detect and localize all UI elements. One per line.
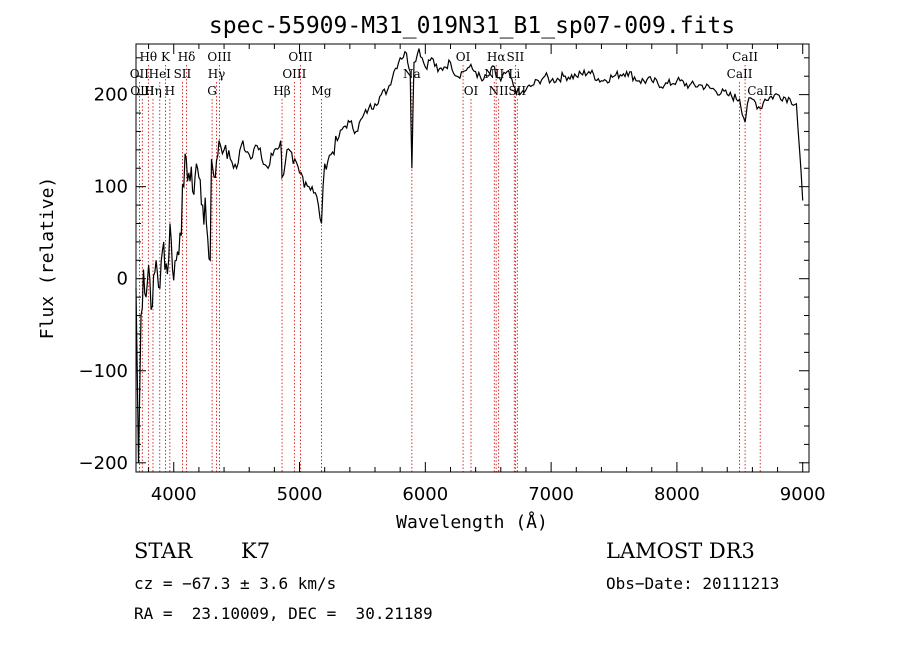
y-tick-label: 100 <box>94 177 128 198</box>
emission-line-label: G <box>207 84 217 98</box>
emission-line-label: K <box>161 50 171 64</box>
emission-line-label: Hγ <box>208 67 226 81</box>
emission-line-label: Mg <box>312 84 332 98</box>
emission-line-label: HeI <box>149 67 172 81</box>
y-axis: −200 −100 0 100 200 <box>79 57 809 474</box>
plot-frame <box>135 43 810 473</box>
spectrum-line <box>135 48 804 463</box>
y-tick-label: 200 <box>94 85 128 106</box>
y-axis-label: Flux (relative) <box>37 177 58 340</box>
emission-line-label: CaII <box>747 84 773 98</box>
x-axis-label: Wavelength (Å) <box>396 511 548 533</box>
survey-name: LAMOST DR3 <box>606 539 755 563</box>
emission-line-label: Hδ <box>178 50 196 64</box>
obs-date: Obs−Date: 20111213 <box>606 574 780 593</box>
emission-line-label: Na <box>403 67 421 81</box>
x-tick-label: 8000 <box>654 484 700 505</box>
emission-line-label: CaII <box>727 67 753 81</box>
emission-line-label: NII <box>489 84 509 98</box>
emission-line-label: Hη <box>144 84 162 98</box>
emission-line-label: OIII <box>282 67 306 81</box>
x-axis: 4000 5000 6000 7000 8000 9000 <box>148 44 826 505</box>
x-tick-label: 4000 <box>151 484 197 505</box>
emission-line-markers <box>138 65 761 472</box>
ra-dec: RA = 23.10009, DEC = 30.21189 <box>134 604 433 623</box>
emission-line-label: CaII <box>732 50 758 64</box>
x-tick-label: 7000 <box>528 484 574 505</box>
y-tick-label: −100 <box>79 361 128 382</box>
emission-line-label: OI <box>464 84 479 98</box>
emission-line-label: Hα <box>487 50 506 64</box>
x-tick-label: 5000 <box>277 484 323 505</box>
emission-line-label: Hθ <box>139 50 157 64</box>
emission-line-label: OIII <box>288 50 312 64</box>
y-tick-label: −200 <box>79 453 128 474</box>
emission-line-label: Li <box>508 67 520 81</box>
emission-line-label: OIII <box>207 50 231 64</box>
x-tick-label: 6000 <box>402 484 448 505</box>
y-tick-label: 0 <box>117 269 128 290</box>
emission-line-label: OII <box>130 67 150 81</box>
redshift-cz: cz = −67.3 ± 3.6 km/s <box>134 574 337 593</box>
emission-line-label: Hβ <box>273 84 290 98</box>
emission-line-label: SII <box>174 67 192 81</box>
chart-title: spec-55909-M31_019N31_B1_sp07-009.fits <box>209 13 735 39</box>
object-subclass: K7 <box>241 539 271 563</box>
object-class: STAR <box>134 539 193 563</box>
emission-line-label: OI <box>456 50 471 64</box>
emission-line-label: SII <box>507 50 525 64</box>
emission-line-label: H <box>165 84 175 98</box>
spectrum-chart: spec-55909-M31_019N31_B1_sp07-009.fits H… <box>37 13 826 533</box>
x-tick-label: 9000 <box>780 484 826 505</box>
